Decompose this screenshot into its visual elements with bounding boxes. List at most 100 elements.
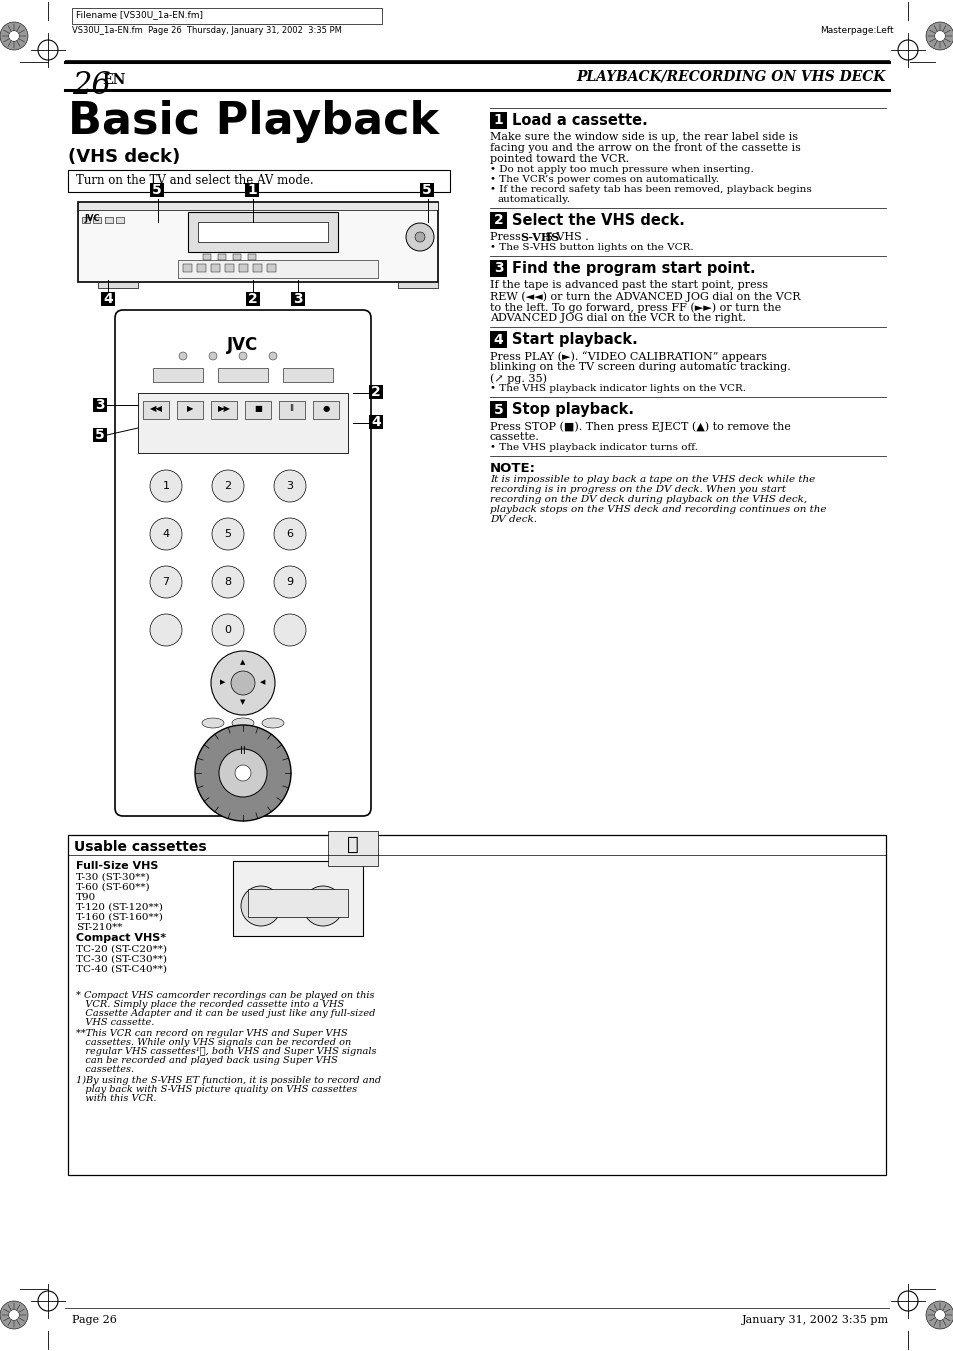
Bar: [218, 254, 226, 259]
Circle shape: [239, 353, 247, 359]
Text: ADVANCED JOG dial on the VCR to the right.: ADVANCED JOG dial on the VCR to the righ…: [490, 313, 745, 323]
Circle shape: [0, 22, 28, 50]
Circle shape: [209, 353, 216, 359]
Text: 📷: 📷: [347, 836, 358, 854]
Text: Cassette Adapter and it can be used just like any full-sized: Cassette Adapter and it can be used just…: [76, 1009, 375, 1019]
Text: S-VHS: S-VHS: [519, 232, 558, 243]
Text: 3: 3: [493, 262, 503, 276]
Bar: [313, 401, 338, 419]
Text: T-30 (ST-30**): T-30 (ST-30**): [76, 873, 150, 882]
Text: ST-210**: ST-210**: [76, 923, 122, 932]
Bar: [218, 367, 268, 382]
Text: 1: 1: [493, 113, 503, 127]
Text: Turn on the TV and select the AV mode.: Turn on the TV and select the AV mode.: [76, 174, 314, 186]
Text: 4: 4: [371, 415, 380, 430]
Circle shape: [150, 566, 182, 598]
Text: T-60 (ST-60**): T-60 (ST-60**): [76, 884, 150, 892]
Text: Usable cassettes: Usable cassettes: [74, 840, 207, 854]
Text: 4: 4: [162, 530, 170, 539]
Text: 5: 5: [95, 428, 105, 442]
Text: 9: 9: [286, 577, 294, 586]
Text: blinking on the TV screen during automatic tracking.: blinking on the TV screen during automat…: [490, 362, 790, 372]
Bar: [225, 263, 233, 272]
Circle shape: [211, 651, 274, 715]
Circle shape: [274, 566, 306, 598]
Bar: [291, 292, 305, 305]
Text: 7: 7: [162, 577, 170, 586]
Text: It is impossible to play back a tape on the VHS deck while the: It is impossible to play back a tape on …: [490, 476, 815, 484]
Bar: [92, 399, 107, 412]
Text: 5: 5: [493, 403, 503, 416]
Circle shape: [150, 517, 182, 550]
FancyBboxPatch shape: [115, 309, 371, 816]
Text: ●: ●: [322, 404, 330, 413]
Bar: [116, 218, 124, 223]
Text: If the tape is advanced past the start point, press: If the tape is advanced past the start p…: [490, 280, 767, 290]
Text: 5: 5: [421, 182, 432, 197]
Circle shape: [314, 898, 331, 915]
Text: 3: 3: [286, 481, 294, 490]
Text: cassettes. While only VHS signals can be recorded on: cassettes. While only VHS signals can be…: [76, 1038, 351, 1047]
Text: II: II: [289, 404, 294, 413]
Circle shape: [219, 748, 267, 797]
Text: regular VHS cassettes¹⧉, both VHS and Super VHS signals: regular VHS cassettes¹⧉, both VHS and Su…: [76, 1047, 376, 1056]
Text: 3: 3: [95, 399, 105, 412]
Circle shape: [406, 223, 434, 251]
Circle shape: [274, 517, 306, 550]
Text: • If the record safety tab has been removed, playback begins: • If the record safety tab has been remo…: [490, 185, 811, 195]
Bar: [211, 401, 236, 419]
Bar: [490, 401, 506, 417]
Text: 3: 3: [293, 292, 302, 305]
Circle shape: [303, 886, 343, 925]
Bar: [92, 218, 101, 223]
Bar: [246, 292, 260, 305]
Circle shape: [212, 517, 244, 550]
Ellipse shape: [202, 717, 224, 728]
Text: automatically.: automatically.: [497, 195, 571, 204]
Text: cassettes.: cassettes.: [76, 1065, 134, 1074]
Text: with this VCR.: with this VCR.: [76, 1094, 156, 1102]
Text: TC-40 (ST-C40**): TC-40 (ST-C40**): [76, 965, 167, 974]
Bar: [267, 263, 275, 272]
Circle shape: [231, 671, 254, 694]
Text: ◀◀: ◀◀: [150, 404, 162, 413]
Text: cassette.: cassette.: [490, 432, 539, 442]
Bar: [369, 415, 382, 430]
Bar: [105, 218, 112, 223]
Text: 5: 5: [224, 530, 232, 539]
Text: 2: 2: [371, 385, 380, 399]
Circle shape: [179, 353, 187, 359]
Text: Press PLAY (►). “VIDEO CALIBRATION” appears: Press PLAY (►). “VIDEO CALIBRATION” appe…: [490, 351, 766, 362]
Text: Load a cassette.: Load a cassette.: [512, 113, 647, 128]
Circle shape: [241, 886, 281, 925]
Bar: [98, 282, 138, 288]
Bar: [245, 401, 271, 419]
Circle shape: [253, 898, 269, 915]
Text: January 31, 2002 3:35 pm: January 31, 2002 3:35 pm: [741, 1315, 888, 1325]
Bar: [490, 112, 506, 128]
Bar: [101, 292, 115, 305]
Bar: [278, 401, 305, 419]
Text: * Compact VHS camcorder recordings can be played on this: * Compact VHS camcorder recordings can b…: [76, 992, 375, 1000]
Bar: [150, 182, 164, 197]
Text: • The VHS playback indicator turns off.: • The VHS playback indicator turns off.: [490, 443, 698, 453]
Bar: [490, 259, 506, 277]
Text: DV deck.: DV deck.: [490, 515, 537, 524]
Text: VS30U_1a-EN.fm  Page 26  Thursday, January 31, 2002  3:35 PM: VS30U_1a-EN.fm Page 26 Thursday, January…: [71, 26, 341, 35]
Text: • The S-VHS button lights on the VCR.: • The S-VHS button lights on the VCR.: [490, 243, 693, 253]
Circle shape: [150, 470, 182, 503]
Text: 8: 8: [224, 577, 232, 586]
Circle shape: [212, 566, 244, 598]
Text: Press       S-VHS .: Press S-VHS .: [490, 232, 588, 242]
Ellipse shape: [262, 717, 284, 728]
Text: VCR. Simply place the recorded cassette into a VHS: VCR. Simply place the recorded cassette …: [76, 1000, 344, 1009]
Circle shape: [934, 31, 944, 42]
Circle shape: [150, 613, 182, 646]
Text: VHS cassette.: VHS cassette.: [76, 1019, 154, 1027]
Circle shape: [415, 232, 424, 242]
Text: pointed toward the VCR.: pointed toward the VCR.: [490, 154, 629, 163]
Text: T-160 (ST-160**): T-160 (ST-160**): [76, 913, 163, 921]
Text: TC-20 (ST-C20**): TC-20 (ST-C20**): [76, 944, 167, 954]
Bar: [490, 212, 506, 230]
Bar: [248, 889, 348, 917]
